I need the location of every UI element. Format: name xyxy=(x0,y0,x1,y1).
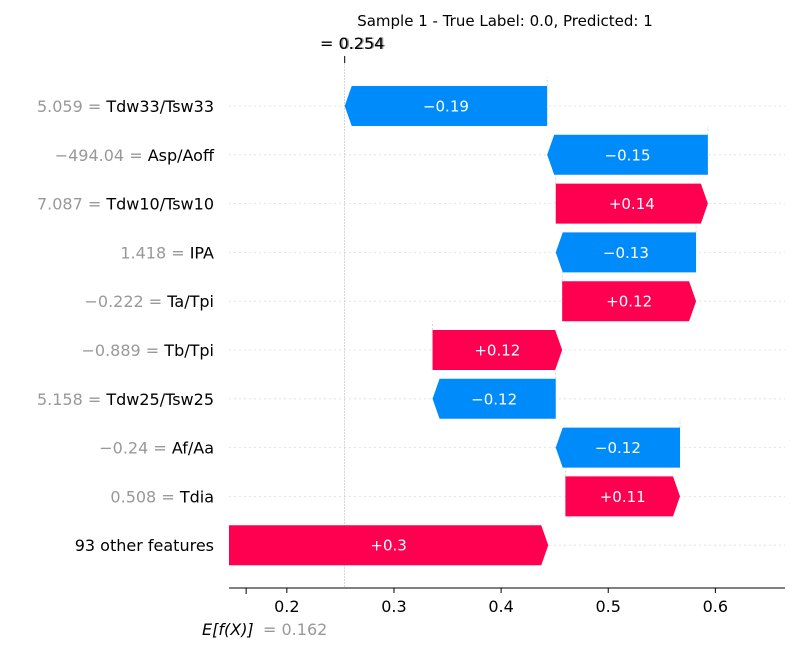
feature-name: Tdw33/Tsw33 xyxy=(105,97,214,116)
feature-label: 0.508 = Tdia xyxy=(110,487,214,506)
bar-value-label: −0.15 xyxy=(605,146,651,164)
bar-value-label: −0.13 xyxy=(603,244,649,262)
bar-ipa xyxy=(555,232,697,273)
base-value-marker: E[f(X)] = 0.162 xyxy=(202,620,327,639)
feature-name: Tdia xyxy=(179,487,214,506)
bar-value-label: +0.3 xyxy=(370,537,406,555)
feature-value: 1.418 = xyxy=(120,243,189,262)
connector-lines xyxy=(344,56,709,588)
feature-value: 5.158 = xyxy=(37,390,106,409)
fx-value-label: = 0.254 xyxy=(320,34,384,53)
bar-value-label: −0.12 xyxy=(471,390,517,408)
base-value-text: = 0.162 xyxy=(263,620,327,639)
x-axis: 0.2 0.3 0.4 0.5 0.6 xyxy=(229,587,785,616)
feature-value: 5.059 = xyxy=(37,97,106,116)
bar-ta-tpi xyxy=(562,281,697,322)
feature-name: Ta/Tpi xyxy=(166,292,214,311)
chart-title: Sample 1 - True Label: 0.0, Predicted: 1 xyxy=(357,12,653,30)
feature-value: −0.24 = xyxy=(99,439,172,458)
feature-label: 1.418 = IPA xyxy=(120,243,214,262)
x-tick-label: 0.3 xyxy=(381,597,406,616)
feature-label: −0.24 = Af/Aa xyxy=(99,439,214,458)
feature-value: −494.04 = xyxy=(55,146,148,165)
bar-value-label: +0.11 xyxy=(600,488,646,506)
feature-name: 93 other features xyxy=(75,536,214,555)
feature-name: Asp/Aoff xyxy=(148,146,215,165)
x-tick-label: 0.5 xyxy=(596,597,621,616)
bar-tdw33-tsw33 xyxy=(344,86,548,126)
base-value-label: E[f(X)] xyxy=(202,620,254,639)
bar-tdw25-tsw25 xyxy=(432,378,556,419)
feature-name: Tdw10/Tsw10 xyxy=(105,195,214,214)
bar-af-aa xyxy=(555,427,681,468)
feature-label: −494.04 = Asp/Aoff xyxy=(55,146,215,165)
bar-value-label: −0.12 xyxy=(595,439,641,457)
x-tick-label: 0.6 xyxy=(703,597,728,616)
feature-label: 7.087 = Tdw10/Tsw10 xyxy=(37,195,214,214)
bars: −0.19 −0.15 +0.14 −0.13 +0.12 +0.12 −0.12 −0.12… xyxy=(229,86,708,566)
feature-label: 5.059 = Tdw33/Tsw33 xyxy=(37,97,214,116)
feature-labels: 5.059 = Tdw33/Tsw33 −494.04 = Asp/Aoff 7.0… xyxy=(37,97,215,555)
x-tick-label: 0.4 xyxy=(488,597,513,616)
bar-asp-aoff xyxy=(547,134,708,175)
fx-value-overlay: 0.254 xyxy=(340,34,386,53)
feature-label: −0.889 = Tb/Tpi xyxy=(82,341,215,360)
bar-value-label: +0.12 xyxy=(474,342,520,360)
bar-value-label: +0.14 xyxy=(609,195,655,213)
feature-name: Tb/Tpi xyxy=(163,341,214,360)
bar-tdia xyxy=(565,476,681,517)
feature-value: 7.087 = xyxy=(37,195,106,214)
feature-value: 0.508 = xyxy=(110,487,179,506)
bar-tdw10-tsw10 xyxy=(555,183,708,224)
feature-label: 5.158 = Tdw25/Tsw25 xyxy=(37,390,214,409)
feature-value: −0.222 = xyxy=(85,292,168,311)
feature-label: 93 other features xyxy=(75,536,214,555)
feature-name: Af/Aa xyxy=(172,439,214,458)
feature-name: Tdw25/Tsw25 xyxy=(105,390,214,409)
feature-name: IPA xyxy=(190,243,214,262)
feature-label: −0.222 = Ta/Tpi xyxy=(85,292,215,311)
fx-marker: 0.254 = 0.254 xyxy=(320,34,386,53)
bar-tb-tpi xyxy=(432,330,563,370)
feature-value: −0.889 = xyxy=(82,341,165,360)
x-tick-label: 0.2 xyxy=(274,597,299,616)
bar-93-other-features xyxy=(229,525,549,566)
bar-value-label: +0.12 xyxy=(606,293,652,311)
bar-value-label: −0.19 xyxy=(423,98,469,116)
